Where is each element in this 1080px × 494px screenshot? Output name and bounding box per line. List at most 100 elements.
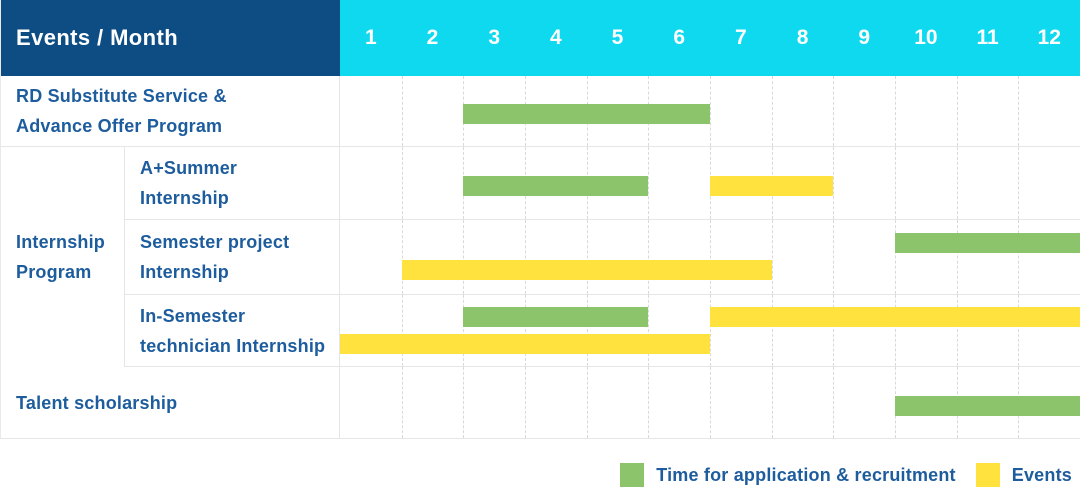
- month-gridline: [1018, 220, 1020, 294]
- label-line: technician Internship: [140, 335, 326, 356]
- gantt-bar-events: [710, 176, 834, 196]
- group-label-internship-program: Internship Program: [1, 147, 125, 367]
- month-gridline: [895, 147, 896, 219]
- header-row: Events / Month 1 2 3 4 5 6 7 8 9 10 11 12: [1, 0, 1080, 76]
- application-recruitment-swatch-icon: [620, 463, 645, 487]
- row-a-summer-internship: A+Summer Internship: [125, 147, 1080, 220]
- month-gridline: [586, 220, 588, 294]
- month-label: 5: [611, 26, 624, 49]
- month-gridline: [401, 220, 403, 294]
- gantt-chart: Events / Month 1 2 3 4 5 6 7 8 9 10 11 12 RD Substi…: [0, 0, 1080, 439]
- label-line: Semester project: [140, 232, 290, 252]
- month-gridline: [1018, 76, 1020, 146]
- month-gridline: [648, 367, 650, 438]
- internship-subrows: A+Summer Internship Semester project Int…: [125, 147, 1080, 367]
- month-gridline: [710, 220, 711, 294]
- month-gridline: [956, 76, 958, 146]
- month-gridline: [833, 147, 835, 219]
- month-gridline: [401, 367, 403, 438]
- month-gridline: [586, 295, 588, 366]
- month-gridline: [525, 295, 526, 366]
- row-label-talent-scholarship: Talent scholarship: [1, 367, 340, 438]
- label-line: Internship: [16, 232, 106, 252]
- month-gridline: [710, 367, 711, 438]
- month-gridline: [463, 367, 465, 438]
- month-gridline: [586, 367, 588, 438]
- gantt-bar-application: [463, 104, 710, 124]
- month-label: 11: [976, 26, 999, 49]
- month-gridline: [833, 220, 835, 294]
- month-gridline: [895, 295, 896, 366]
- gantt-lane-talent-scholarship: [340, 367, 1080, 438]
- label-line: Program: [16, 262, 92, 282]
- gantt-bar-application: [463, 176, 649, 196]
- month-gridline: [401, 147, 403, 219]
- gantt-bar-events: [710, 306, 1080, 327]
- label-line: A+Summer: [140, 158, 238, 178]
- month-gridline: [525, 220, 526, 294]
- legend: Time for application & recruitment Event…: [0, 463, 1080, 487]
- gantt-lane-semester-project-internship: [340, 220, 1080, 294]
- label-line: Advance Offer Program: [16, 116, 223, 136]
- month-gridline: [525, 367, 526, 438]
- month-label: 10: [914, 26, 938, 49]
- gantt-lane-in-semester-technician-internship: [340, 295, 1080, 366]
- label-line: Talent scholarship: [16, 392, 178, 413]
- events-month-header: Events / Month: [1, 0, 340, 76]
- month-gridline: [895, 220, 896, 294]
- label-line: Internship: [140, 188, 230, 208]
- month-gridline: [648, 220, 650, 294]
- label-line: In-Semester: [140, 305, 246, 326]
- month-label: 1: [364, 26, 377, 49]
- month-gridline: [833, 295, 835, 366]
- month-gridline: [833, 367, 835, 438]
- events-swatch-icon: [975, 463, 1000, 487]
- month-label: 7: [735, 26, 747, 49]
- legend-label-application-recruitment: Time for application & recruitment: [656, 464, 956, 485]
- label-line: Internship: [140, 262, 230, 282]
- legend-label-events: Events: [1011, 464, 1072, 485]
- row-label-a-summer-internship: A+Summer Internship: [125, 147, 340, 219]
- month-label: 8: [796, 26, 809, 49]
- gantt-bar-application: [463, 306, 649, 327]
- label-line: RD Substitute Service &: [16, 86, 227, 106]
- row-rd-substitute-service: RD Substitute Service & Advance Offer Pr…: [1, 76, 1080, 147]
- month-gridline: [648, 295, 650, 366]
- month-label: 3: [488, 26, 501, 49]
- month-gridline: [956, 295, 958, 366]
- month-gridline: [463, 295, 465, 366]
- row-talent-scholarship: Talent scholarship: [1, 367, 1080, 439]
- month-axis: 1 2 3 4 5 6 7 8 9 10 11 12: [340, 0, 1080, 76]
- month-gridline: [463, 220, 465, 294]
- row-semester-project-internship: Semester project Internship: [125, 220, 1080, 295]
- month-label: 6: [673, 26, 686, 49]
- row-label-rd-substitute-service: RD Substitute Service & Advance Offer Pr…: [1, 76, 340, 146]
- row-group-internship-program: Internship Program A+Summer Internship S…: [1, 147, 1080, 367]
- gantt-lane-a-summer-internship: [340, 147, 1080, 219]
- month-label: 4: [550, 26, 562, 49]
- month-gridline: [895, 76, 896, 146]
- month-gridline: [710, 295, 711, 366]
- month-label: 12: [1037, 26, 1061, 49]
- row-label-in-semester-technician-internship: In-Semester technician Internship: [125, 295, 340, 366]
- month-gridline: [771, 76, 773, 146]
- month-gridline: [956, 220, 958, 294]
- month-label: 9: [858, 26, 871, 49]
- row-in-semester-technician-internship: In-Semester technician Internship: [125, 295, 1080, 367]
- gantt-bar-application: [895, 395, 1080, 416]
- gantt-lane-rd-substitute-service: [340, 76, 1080, 146]
- month-gridline: [833, 76, 835, 146]
- month-gridline: [771, 295, 773, 366]
- month-gridline: [956, 147, 958, 219]
- month-gridline: [401, 76, 403, 146]
- month-gridline: [648, 147, 650, 219]
- gantt-bar-events: [401, 260, 772, 280]
- gantt-bar-events: [340, 333, 710, 354]
- month-gridline: [1018, 147, 1020, 219]
- month-gridline: [1018, 295, 1020, 366]
- month-gridline: [401, 295, 403, 366]
- month-gridline: [771, 220, 773, 294]
- month-label: 2: [426, 26, 439, 49]
- row-label-semester-project-internship: Semester project Internship: [125, 220, 340, 294]
- gantt-bar-application: [895, 233, 1080, 253]
